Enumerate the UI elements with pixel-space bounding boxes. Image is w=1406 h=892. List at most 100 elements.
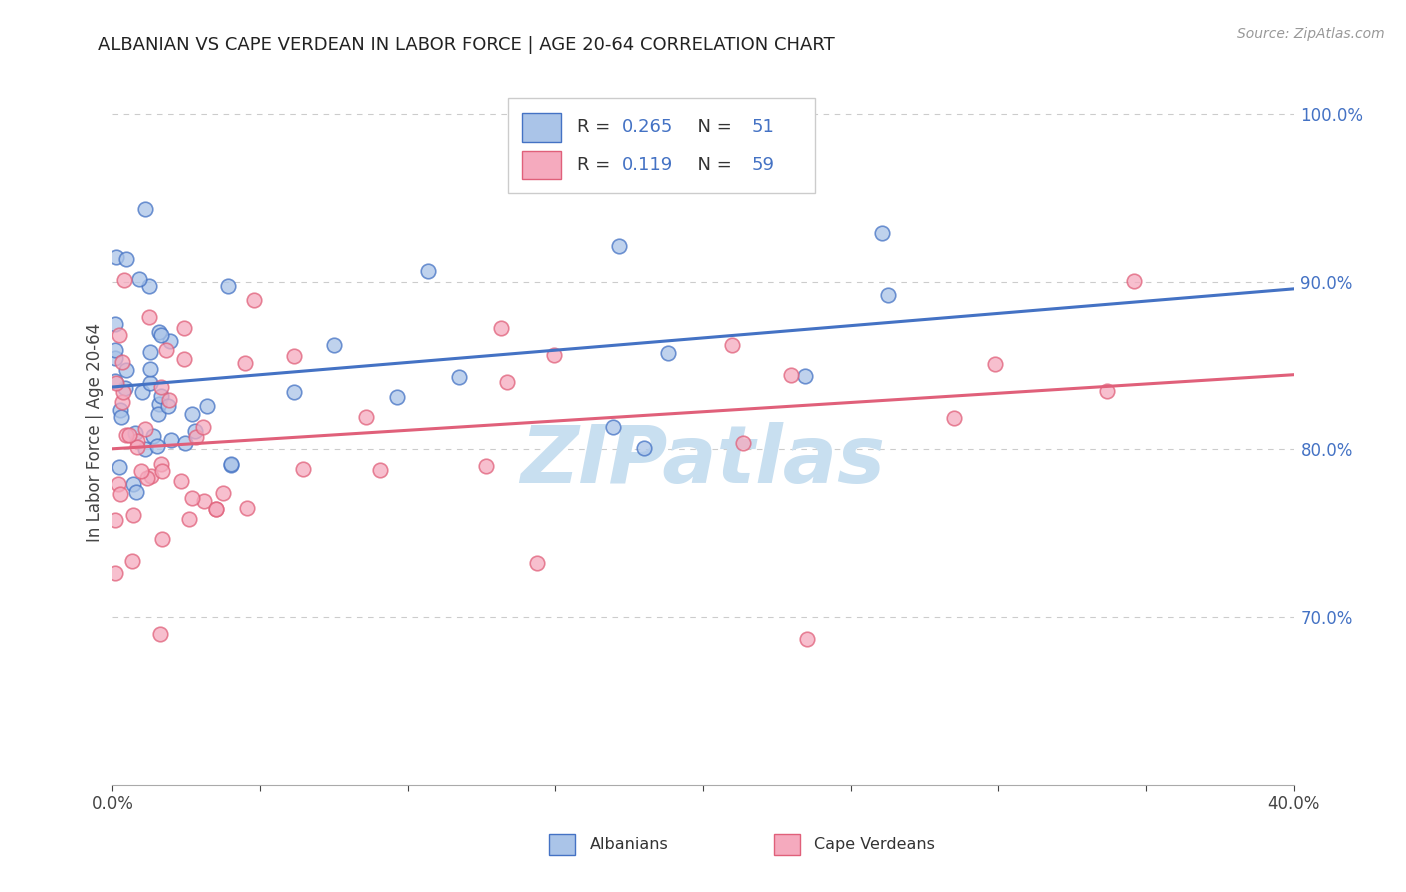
Point [195,399,218,413]
Point [150,389,173,403]
Point [602,420,624,434]
Point [942,410,965,425]
Point [141,469,163,483]
Point [115,363,138,377]
Point [111,354,134,368]
Point [124,426,146,441]
Point [146,407,169,421]
Text: N =: N = [686,119,738,136]
Point [104,317,127,331]
Point [150,327,173,342]
Point [149,457,172,471]
Point [134,422,156,436]
Point [105,376,128,390]
Point [122,476,145,491]
Point [114,381,136,395]
Point [173,321,195,335]
Text: 0.265: 0.265 [621,119,673,136]
Point [118,428,141,442]
Point [217,278,239,293]
Point [1123,274,1146,288]
Point [181,407,204,421]
Point [135,471,157,485]
Point [159,334,181,349]
Point [721,338,744,352]
Point [134,202,156,216]
Point [543,348,565,362]
FancyBboxPatch shape [508,98,815,193]
Point [205,502,228,516]
Point [134,442,156,457]
Point [322,337,344,351]
FancyBboxPatch shape [522,151,561,179]
Point [418,264,440,278]
Point [219,458,242,472]
Text: 0.119: 0.119 [621,156,672,174]
Point [205,502,228,516]
Point [150,464,173,478]
Point [292,461,315,475]
Point [368,463,391,477]
Text: Source: ZipAtlas.com: Source: ZipAtlas.com [1237,27,1385,41]
Point [122,508,145,522]
Point [111,384,134,399]
Point [191,420,214,434]
Point [177,512,200,526]
Point [283,350,305,364]
Point [733,435,755,450]
Point [110,410,132,425]
Point [877,287,900,301]
Text: ZIPatlas: ZIPatlas [520,422,886,500]
Point [121,554,143,568]
Point [657,346,679,360]
FancyBboxPatch shape [773,834,800,855]
Point [125,440,148,454]
Point [984,357,1007,371]
Point [131,385,153,400]
Point [236,501,259,516]
Point [793,369,815,384]
Point [184,430,207,444]
Point [219,458,242,473]
Point [233,356,256,370]
Point [125,485,148,500]
Point [129,464,152,478]
FancyBboxPatch shape [550,834,575,855]
Point [156,399,179,413]
Point [139,344,162,359]
Point [870,227,893,241]
Point [149,380,172,394]
Point [149,627,172,641]
Point [173,351,195,366]
Point [104,351,127,365]
Point [114,427,136,442]
Point [111,394,134,409]
Text: R =: R = [576,156,621,174]
Point [125,434,148,449]
Text: Albanians: Albanians [589,838,668,853]
Point [104,513,127,527]
Point [108,460,131,475]
Point [108,328,131,343]
Point [1097,384,1119,399]
Point [796,632,818,646]
Point [243,293,266,308]
Point [108,403,131,417]
Text: Cape Verdeans: Cape Verdeans [814,838,935,853]
FancyBboxPatch shape [522,113,561,142]
Point [148,326,170,340]
Text: ALBANIAN VS CAPE VERDEAN IN LABOR FORCE | AGE 20-64 CORRELATION CHART: ALBANIAN VS CAPE VERDEAN IN LABOR FORCE … [98,36,835,54]
Point [283,385,305,400]
Point [139,376,162,390]
Point [447,370,470,384]
Point [141,429,163,443]
Point [148,397,170,411]
Point [108,487,131,501]
Point [385,390,408,404]
Point [779,368,801,382]
Point [184,424,207,438]
Point [146,439,169,453]
Point [157,392,180,407]
Point [526,556,548,570]
Point [489,321,512,335]
